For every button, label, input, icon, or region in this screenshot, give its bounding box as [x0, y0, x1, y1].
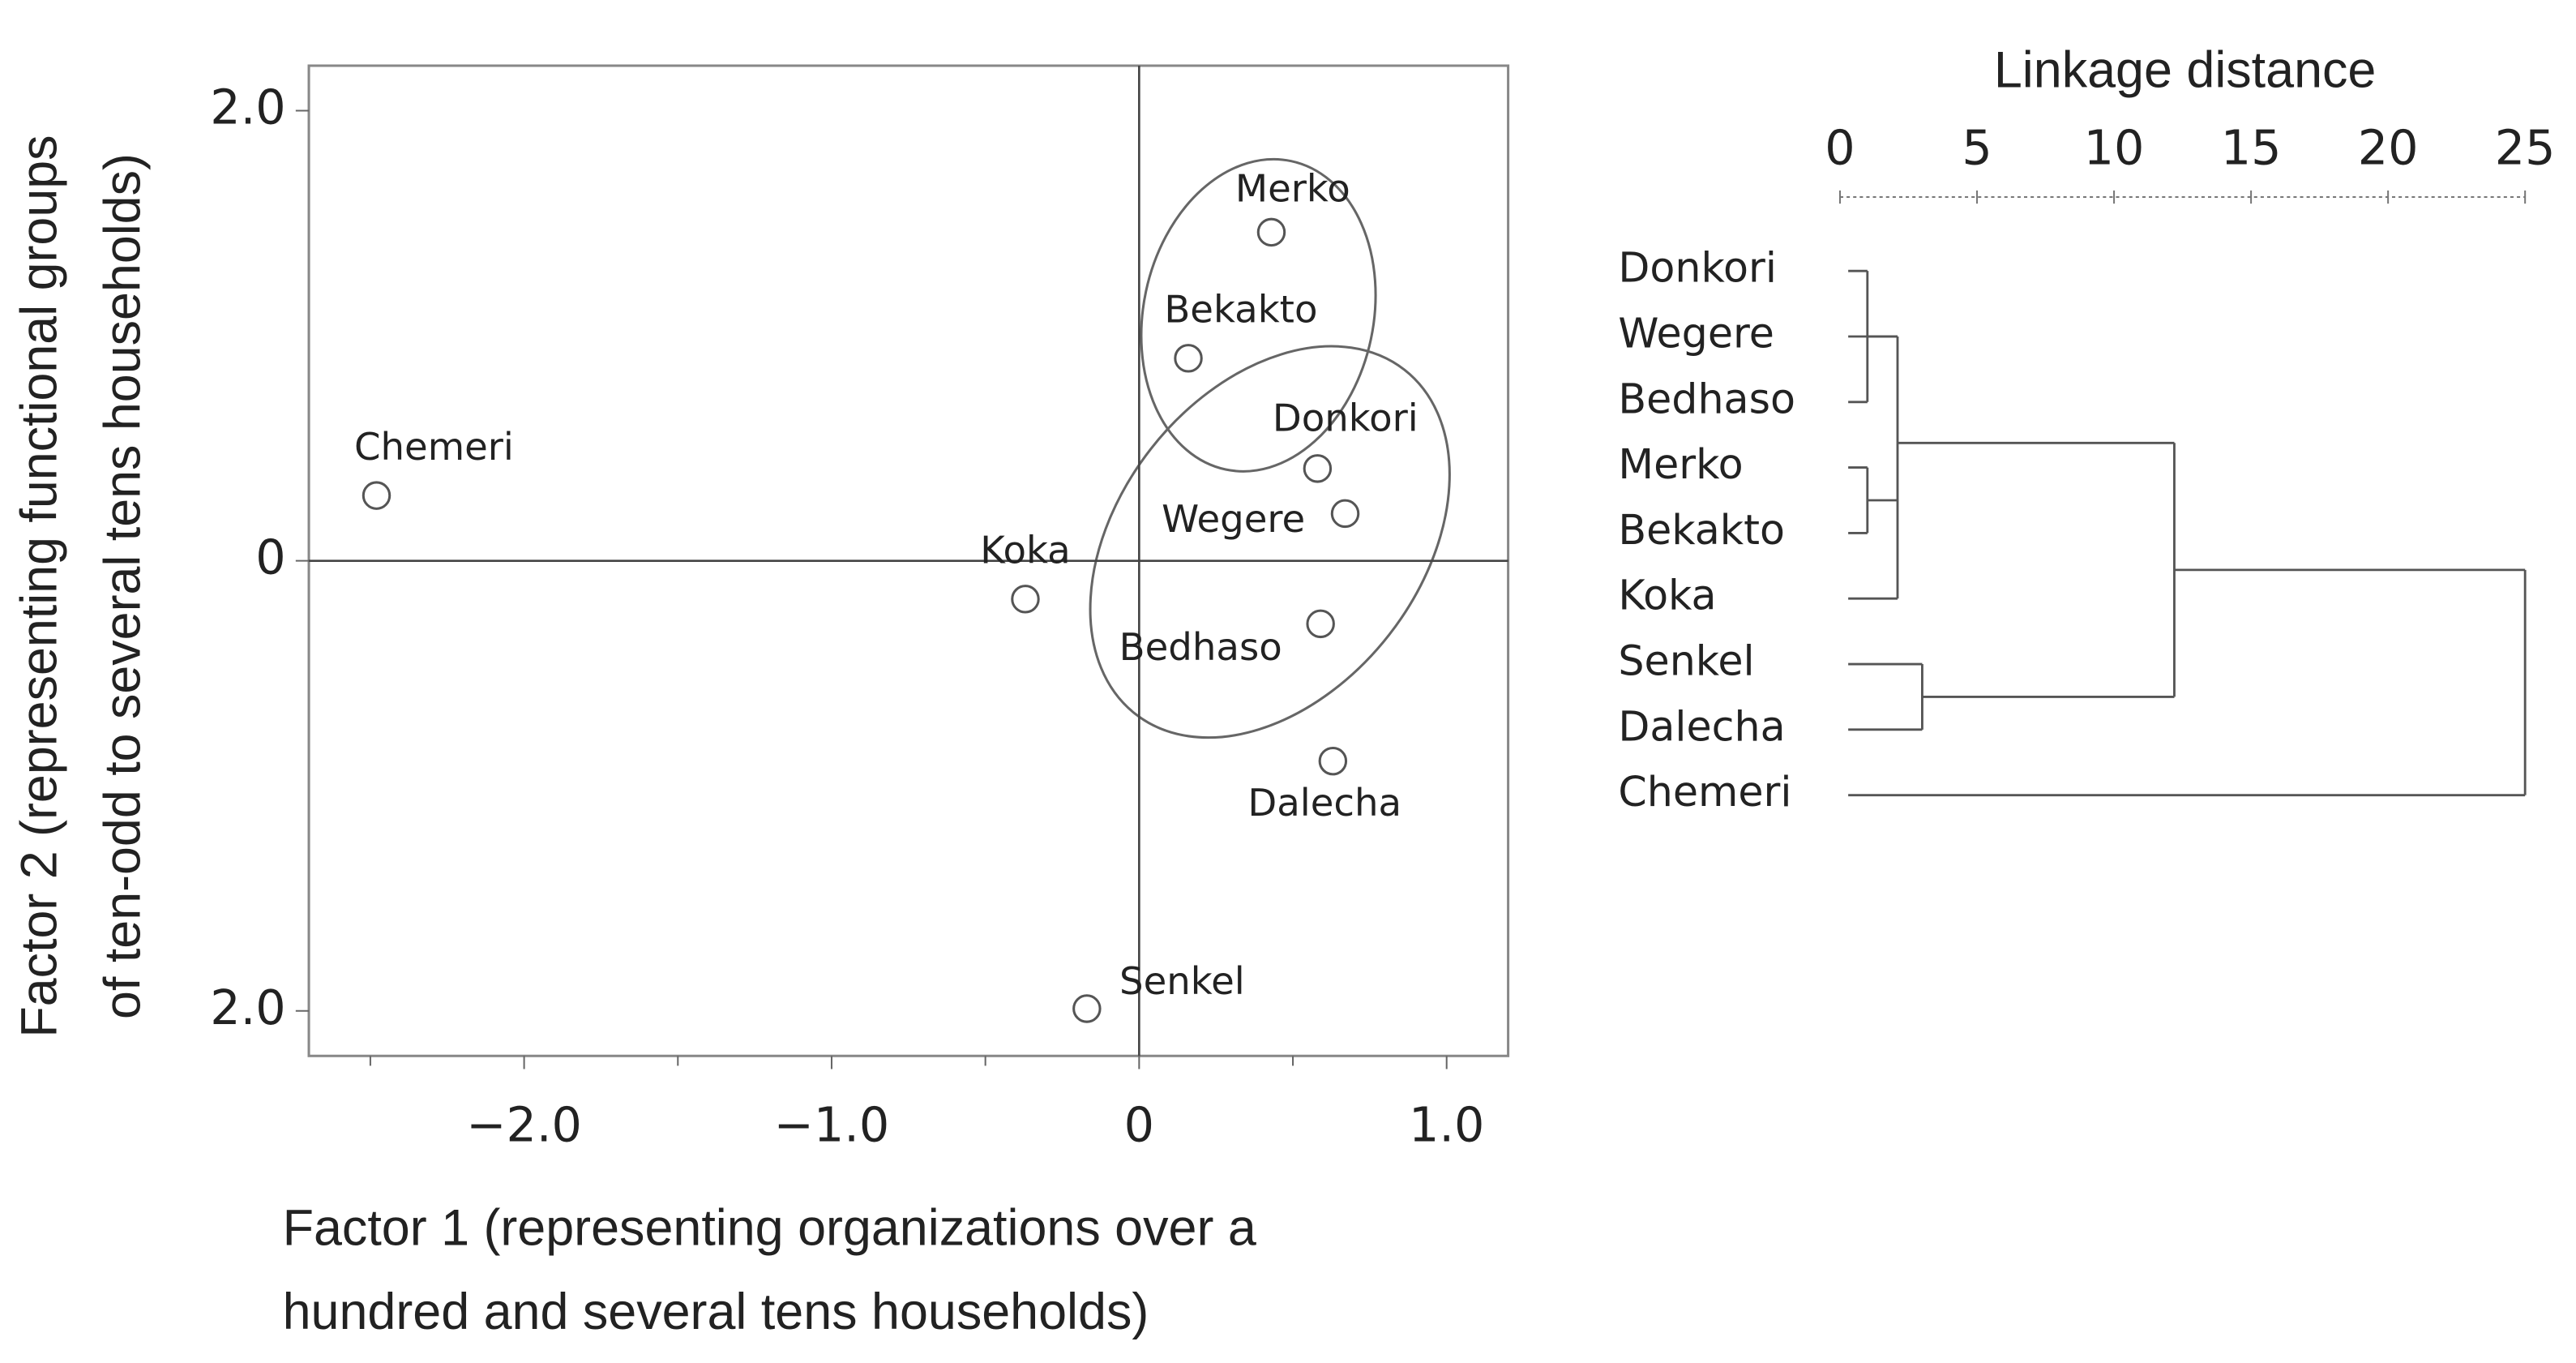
cluster-ellipse [1089, 345, 1451, 739]
data-point [1011, 585, 1040, 614]
point-label: Merko [1235, 166, 1350, 210]
point-label: Koka [980, 529, 1070, 572]
data-point [1306, 609, 1335, 639]
point-label: Bekakto [1164, 288, 1317, 332]
x-tick-label: −1.0 [774, 1097, 890, 1153]
x-tick-label: −2.0 [466, 1097, 582, 1153]
x-tick-label: 1.0 [1409, 1097, 1484, 1153]
point-label: Bedhaso [1119, 625, 1282, 669]
x-tick-label: 5 [1962, 119, 1992, 175]
leaf-label: Dalecha [1618, 702, 1785, 750]
x-tick-label: 0 [1124, 1097, 1154, 1153]
leaf-label: Wegere [1618, 309, 1774, 357]
leaf-label: Donkori [1618, 244, 1777, 292]
data-point [1330, 499, 1360, 529]
x-tick-label: 25 [2495, 119, 2556, 175]
point-label: Wegere [1162, 497, 1305, 541]
x-tick-label: 10 [2084, 119, 2145, 175]
x-axis-label: hundred and several tens households) [283, 1284, 1149, 1340]
leaf-label: Senkel [1618, 637, 1754, 685]
cluster-ellipse [1140, 157, 1377, 473]
leaf-label: Koka [1618, 572, 1716, 619]
data-point [1174, 344, 1203, 373]
y-axis-label: of ten-odd to several tens households) [95, 153, 152, 1019]
data-point [362, 481, 392, 510]
y-tick-label: 0 [255, 529, 285, 585]
point-label: Chemeri [354, 425, 514, 469]
y-tick-label: 2.0 [210, 979, 285, 1035]
leaf-label: Merko [1618, 440, 1743, 488]
x-tick-label: 15 [2221, 119, 2282, 175]
data-point [1256, 217, 1286, 247]
y-tick-label: 2.0 [210, 79, 285, 135]
x-tick-label: 0 [1825, 119, 1855, 175]
data-point [1072, 994, 1102, 1023]
point-label: Donkori [1273, 396, 1419, 440]
data-point [1318, 746, 1348, 776]
point-label: Senkel [1119, 959, 1245, 1003]
leaf-label: Chemeri [1618, 768, 1791, 816]
dendrogram-title: Linkage distance [1994, 42, 2377, 99]
x-axis-label: Factor 1 (representing organizations ove… [283, 1200, 1256, 1257]
y-axis-label: Factor 2 (representing functional groups [11, 135, 67, 1037]
data-point [1303, 454, 1333, 483]
x-tick-label: 20 [2358, 119, 2419, 175]
point-label: Dalecha [1247, 781, 1401, 825]
leaf-label: Bedhaso [1618, 375, 1795, 422]
leaf-label: Bekakto [1618, 506, 1785, 554]
